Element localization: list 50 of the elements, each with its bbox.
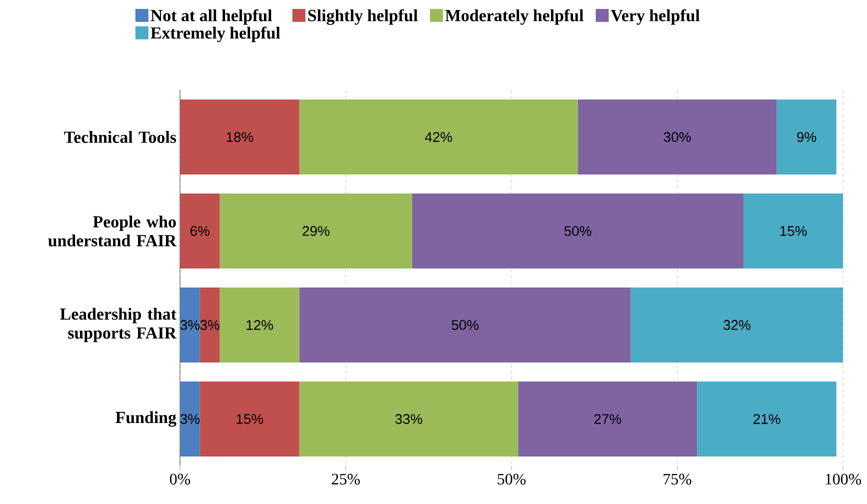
data-label: 15% <box>236 414 264 424</box>
data-label: 27% <box>594 414 622 424</box>
data-label: 29% <box>302 226 330 236</box>
data-label: 32% <box>724 320 750 330</box>
legend-label: Slightly helpful <box>308 9 418 25</box>
bar <box>220 194 412 269</box>
bar <box>180 382 200 457</box>
data-label: 3% <box>180 414 200 424</box>
x-tick-label: 0% <box>170 474 190 485</box>
bar <box>180 194 220 269</box>
y-tick-label: People who understand FAIR <box>48 216 177 246</box>
bar <box>578 100 777 175</box>
bar <box>299 100 578 175</box>
data-label: 18% <box>226 132 254 142</box>
bar <box>299 288 631 363</box>
bar <box>697 382 836 457</box>
y-tick-label: Technical Tools <box>64 131 176 143</box>
legend-label: Extremely helpful <box>150 26 280 42</box>
bar <box>412 194 744 269</box>
x-tick-label: 75% <box>664 474 692 485</box>
data-label: 21% <box>754 414 780 424</box>
data-label: 42% <box>424 132 452 142</box>
bar <box>518 382 698 457</box>
bar <box>776 100 836 175</box>
data-label: 6% <box>190 226 210 236</box>
bar <box>200 288 220 363</box>
data-label: 9% <box>797 132 816 142</box>
bar <box>744 194 844 269</box>
y-tick-label: Funding <box>116 411 176 427</box>
x-tick-label: 100% <box>826 474 862 485</box>
data-label: 50% <box>564 226 592 236</box>
bar <box>220 288 300 363</box>
y-tick-label: Leadership that supports FAIR <box>60 308 177 342</box>
legend-label: Moderately helpful <box>445 9 584 25</box>
data-label: 33% <box>395 414 422 424</box>
x-tick-label: 25% <box>332 474 360 485</box>
data-label: 3% <box>180 320 200 330</box>
data-label: 12% <box>246 320 274 330</box>
data-label: 50% <box>452 320 479 330</box>
bar <box>299 382 518 457</box>
data-label: 15% <box>780 226 807 236</box>
data-label: 30% <box>664 132 691 142</box>
x-tick-label: 50% <box>498 474 526 485</box>
bar <box>200 382 300 457</box>
data-label: 3% <box>200 320 220 330</box>
bar <box>630 288 844 363</box>
legend-label: Not at all helpful <box>150 9 272 25</box>
bar <box>180 288 200 363</box>
legend-label: Very helpful <box>610 9 700 25</box>
bar <box>180 100 300 175</box>
